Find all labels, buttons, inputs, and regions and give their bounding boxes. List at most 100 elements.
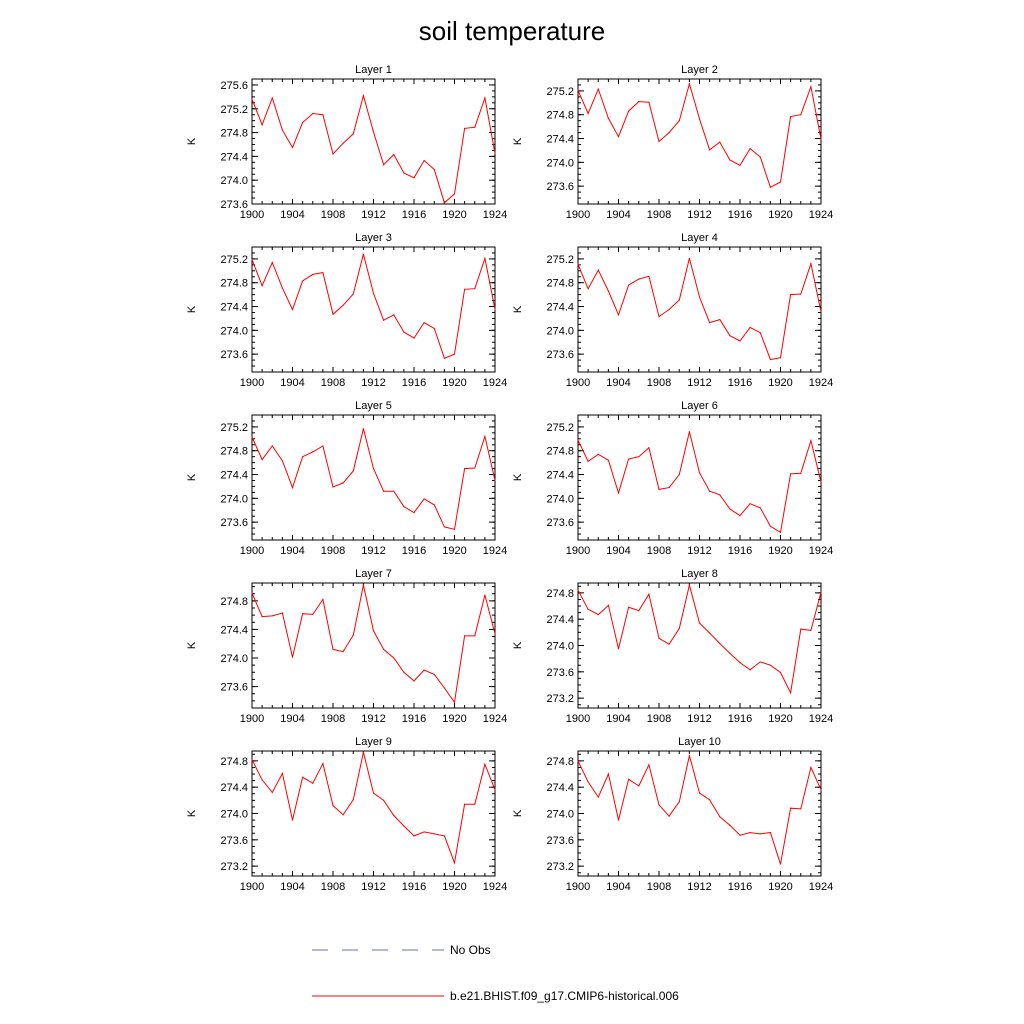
panels-container: Layer 1 1900 1904 1908 1912 1916 1920 1924 273.6…	[186, 64, 833, 893]
panel-layer-3: Layer 3 1900 1904 1908 1912 1916 1920 1924 273.6…	[186, 232, 507, 389]
y-tick-label: 274.8	[546, 278, 574, 290]
x-tick-label: 1912	[687, 377, 711, 389]
y-tick-label: 274.0	[220, 325, 248, 337]
y-tick-label: 274.8	[546, 756, 574, 768]
data-point	[698, 296, 701, 298]
x-tick-label: 1912	[361, 881, 385, 893]
data-point	[577, 263, 579, 265]
data-point	[261, 124, 263, 126]
data-point	[800, 114, 802, 116]
y-tick-label: 273.6	[220, 682, 248, 694]
data-point	[372, 292, 375, 295]
data-point	[413, 337, 415, 339]
data-point	[453, 353, 456, 355]
data-point	[709, 321, 711, 324]
x-tick-label: 1924	[483, 377, 507, 389]
data-point	[342, 304, 344, 306]
data-point	[709, 490, 711, 492]
data-point	[607, 290, 609, 292]
data-point	[484, 435, 486, 438]
data-point	[587, 112, 589, 115]
data-point	[638, 278, 640, 280]
data-point	[413, 512, 415, 514]
data-point	[281, 287, 283, 289]
x-tick-label: 1900	[566, 713, 590, 725]
panel-title: Layer 7	[355, 568, 392, 580]
data-point	[332, 648, 334, 651]
y-tick-label: 274.8	[546, 588, 574, 600]
x-tick-label: 1900	[566, 209, 590, 221]
x-tick-label: 1900	[240, 713, 264, 725]
data-point	[251, 436, 253, 438]
x-tick-label: 1916	[728, 713, 752, 725]
data-point	[383, 319, 385, 321]
data-point	[719, 319, 721, 321]
data-point	[790, 294, 792, 296]
data-point	[820, 591, 822, 593]
data-point	[698, 622, 701, 624]
y-tick-label: 275.6	[220, 80, 248, 92]
data-point	[810, 766, 812, 769]
data-point	[739, 662, 741, 664]
data-point	[362, 751, 364, 753]
data-point	[587, 460, 589, 463]
series-line	[577, 258, 822, 361]
data-point	[443, 835, 445, 837]
y-tick-label: 274.0	[546, 809, 574, 821]
data-point	[312, 613, 314, 616]
data-point	[759, 332, 761, 334]
data-point	[494, 633, 496, 635]
data-point	[719, 494, 721, 496]
data-point	[729, 824, 731, 826]
data-point	[251, 758, 253, 761]
data-point	[709, 799, 711, 801]
data-point	[800, 808, 802, 810]
data-point	[800, 472, 802, 474]
plot-frame	[577, 750, 822, 877]
y-tick-label: 274.0	[220, 653, 248, 665]
plot-frame	[577, 246, 822, 373]
y-tick-label: 274.0	[546, 493, 574, 505]
panel-title: Layer 2	[681, 64, 718, 76]
data-point	[433, 168, 435, 171]
x-tick-label: 1920	[442, 377, 466, 389]
data-point	[383, 648, 385, 651]
series-line	[577, 81, 822, 189]
data-point	[413, 835, 415, 837]
data-point	[332, 153, 334, 155]
y-tick-label: 274.8	[220, 756, 248, 768]
data-point	[342, 142, 344, 144]
y-tick-label: 274.4	[546, 782, 574, 794]
data-point	[291, 146, 294, 149]
data-point	[749, 326, 751, 328]
data-point	[607, 773, 609, 775]
data-point	[607, 604, 609, 606]
data-point	[577, 760, 579, 762]
x-tick-label: 1900	[240, 881, 264, 893]
x-tick-label: 1900	[240, 377, 264, 389]
series-line	[251, 584, 496, 704]
panel-title: Layer 8	[681, 568, 718, 580]
y-axis-label: K	[512, 641, 524, 649]
y-tick-label: 273.6	[220, 517, 248, 529]
data-point	[342, 814, 344, 816]
data-point	[617, 314, 620, 316]
data-point	[474, 467, 476, 469]
y-axis-label: K	[186, 137, 198, 145]
data-point	[729, 508, 731, 510]
data-point	[790, 807, 792, 809]
data-point	[403, 331, 405, 333]
x-tick-label: 1908	[321, 545, 345, 557]
data-point	[423, 321, 425, 324]
data-point	[769, 186, 771, 188]
data-point	[597, 796, 599, 798]
data-point	[362, 95, 364, 97]
data-point	[638, 456, 640, 458]
data-point	[494, 152, 496, 155]
data-point	[597, 269, 599, 271]
data-point	[322, 598, 324, 601]
data-point	[494, 789, 496, 791]
data-point	[597, 88, 599, 90]
data-point	[261, 459, 263, 461]
